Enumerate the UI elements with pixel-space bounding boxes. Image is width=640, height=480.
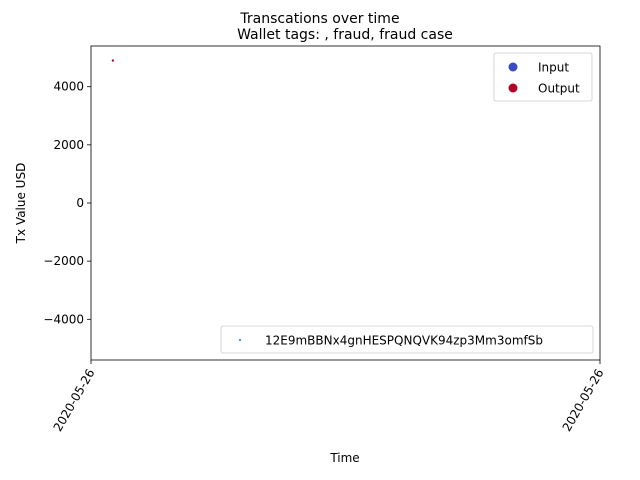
y-tick-label: 4000 (53, 80, 84, 94)
x-axis-ticks: 2020-05-26 2020-05-26 (51, 360, 607, 434)
y-tick-label: 2000 (53, 138, 84, 152)
x-tick-label: 2020-05-26 (560, 367, 607, 434)
x-tick-label: 2020-05-26 (51, 367, 98, 434)
legend-wallet: 12E9mBBNx4gnHESPQNQVK94zp3Mm3omfSb (220, 325, 594, 354)
y-tick-label: 0 (76, 196, 84, 210)
legend-label-wallet: 12E9mBBNx4gnHESPQNQVK94zp3Mm3omfSb (265, 334, 543, 348)
data-points (111, 59, 115, 62)
legend-marker-wallet (239, 339, 241, 341)
chart-suptitle: Transcations over time (239, 11, 399, 27)
legend-label-output: Output (538, 82, 580, 96)
y-axis-ticks: −4000 −2000 0 2000 4000 (43, 80, 91, 326)
legend-marker-input (508, 62, 518, 72)
y-tick-label: −4000 (43, 312, 84, 326)
legend-type: Input Output (493, 52, 593, 102)
y-tick-label: −2000 (43, 254, 84, 268)
legend-marker-output (508, 83, 518, 93)
y-axis-label: Tx Value USD (14, 163, 28, 245)
x-axis-label: Time (329, 451, 359, 465)
chart-title: Wallet tags: , fraud, fraud case (237, 27, 453, 43)
data-point (111, 59, 115, 62)
legend-label-input: Input (538, 61, 569, 75)
